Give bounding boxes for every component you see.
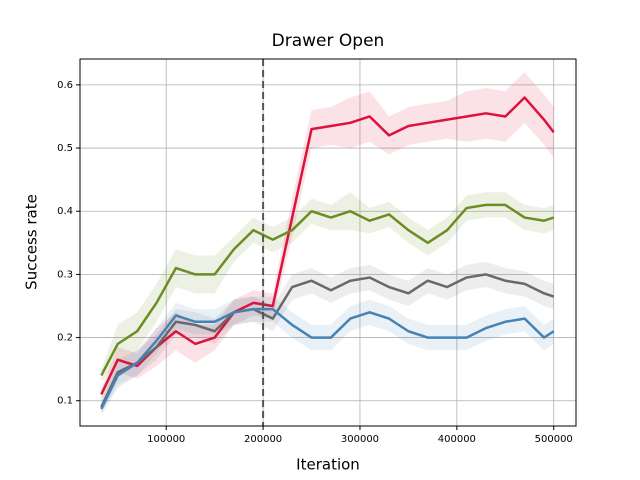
chart-title: Drawer Open xyxy=(272,31,385,51)
series-line xyxy=(100,307,555,410)
y-tick-label: 0.3 xyxy=(57,269,73,280)
error-band xyxy=(101,192,554,382)
x-tick-label: 200000 xyxy=(244,434,282,445)
y-axis-label: Success rate xyxy=(23,194,41,290)
x-axis-label: Iteration xyxy=(296,456,360,474)
x-tick-label: 500000 xyxy=(535,434,573,445)
series-line xyxy=(100,96,555,395)
error-band xyxy=(101,72,554,401)
plot-frame xyxy=(79,58,577,427)
error-band xyxy=(101,296,554,416)
x-tick-label: 400000 xyxy=(438,434,476,445)
y-tick-label: 0.2 xyxy=(57,333,73,344)
y-tick-label: 0.4 xyxy=(57,206,73,217)
series-line xyxy=(100,203,555,377)
y-tick-label: 0.6 xyxy=(57,80,73,91)
x-tick-label: 100000 xyxy=(147,434,185,445)
y-tick-label: 0.1 xyxy=(57,396,73,407)
y-tick-label: 0.5 xyxy=(57,143,73,154)
x-tick-label: 300000 xyxy=(341,434,379,445)
error-band xyxy=(101,261,554,414)
series-line xyxy=(100,273,555,408)
